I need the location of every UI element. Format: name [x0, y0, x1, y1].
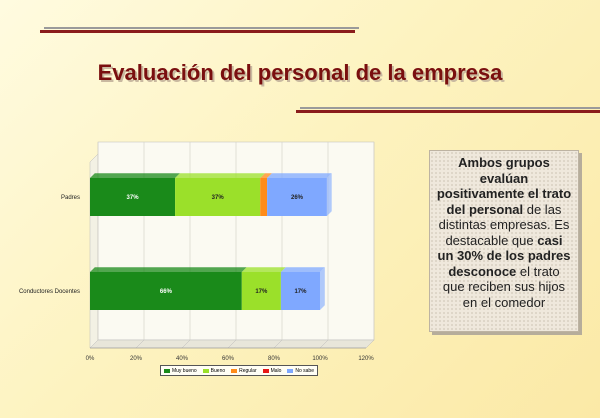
x-tick-label: 100% [312, 356, 328, 362]
data-label: 37% [212, 195, 225, 201]
legend-label: No sabe [295, 367, 314, 374]
x-tick-label: 80% [268, 356, 281, 362]
textbox-part-1: de las distintas empresas. Es destacable… [438, 201, 570, 248]
bar-chart: 0% 20% 40% 60% 80% 100% 120% Padres 37% 37% 26% Con… [0, 130, 400, 380]
bar-top-bueno [241, 267, 286, 272]
summary-textbox: Ambos grupos evalúan positivamente el tr… [429, 150, 579, 332]
bar-top-muy-bueno [90, 173, 180, 178]
bar-segment-bueno [175, 178, 261, 216]
legend-label: Bueno [210, 367, 226, 374]
gridline-floor [181, 339, 191, 349]
legend-label: Muy bueno [171, 367, 197, 374]
bar-segment-muy-bueno [90, 272, 242, 310]
bar-segment-muy-bueno [90, 178, 176, 216]
legend-item: Regular [231, 368, 257, 374]
x-tick-label: 0% [86, 356, 95, 362]
gridline-floor [227, 339, 237, 349]
mid-right-rule-shadow [300, 107, 600, 109]
category-label: Padres [61, 195, 80, 201]
x-tick-label: 40% [176, 356, 189, 362]
data-label: 37% [127, 195, 140, 201]
legend-swatch [262, 368, 269, 373]
textbox-part-3: el trato que reciben sus hijos en el com… [442, 263, 566, 310]
legend-swatch [231, 368, 238, 373]
bar-segment-no-sabe [267, 178, 327, 216]
bar-top-muy-bueno [90, 267, 247, 272]
bar-segment-bueno [241, 272, 281, 310]
bar-end-face [326, 173, 332, 216]
chart-legend: Muy bueno Bueno Regular Malo No sabe [160, 365, 318, 376]
legend-swatch [202, 368, 209, 373]
bar-top-no-sabe [280, 267, 325, 272]
legend-swatch [287, 368, 294, 373]
gridline-floor [319, 339, 329, 349]
gridline-floor [365, 339, 375, 349]
top-left-rule-shadow [44, 27, 359, 29]
legend-swatch [163, 368, 170, 373]
legend-label: Malo [270, 367, 282, 374]
textbox-part-2: casi un 30% de los padres desconoce [437, 232, 571, 279]
x-tick-label: 120% [358, 356, 374, 362]
data-label: 26% [291, 195, 304, 201]
category-label: Conductores Docentes [19, 289, 80, 295]
legend-item: Malo [262, 367, 282, 374]
bar-end-face [320, 267, 325, 310]
bar-top-bueno [175, 173, 265, 178]
data-label: 66% [160, 289, 173, 295]
bar-top-no-sabe [267, 173, 332, 178]
x-tick-label: 60% [222, 356, 235, 362]
gridline-floor [89, 339, 99, 349]
legend-item: No sabe [287, 368, 314, 374]
legend-label: Regular [239, 367, 257, 374]
chart-svg: 0% 20% 40% 60% 80% 100% 120% Padres 37% 37% 26% Con… [19, 141, 375, 362]
bar-segment-regular [260, 178, 268, 216]
legend-item: Muy bueno [163, 367, 197, 374]
data-label: 17% [294, 289, 307, 295]
legend-item: Bueno [202, 367, 226, 374]
data-label: 17% [255, 289, 268, 295]
slide-title: Evaluación del personal de la empresa [97, 60, 503, 85]
top-left-rule [40, 30, 355, 33]
bar-top-regular [260, 173, 272, 178]
textbox-part-0: Ambos grupos evalúan positivamente el tr… [436, 155, 572, 217]
mid-right-rule [296, 110, 600, 113]
bar-segment-no-sabe [280, 272, 320, 310]
gridline-floor [135, 339, 145, 349]
gridline-floor [273, 339, 283, 349]
x-tick-label: 20% [130, 356, 143, 362]
